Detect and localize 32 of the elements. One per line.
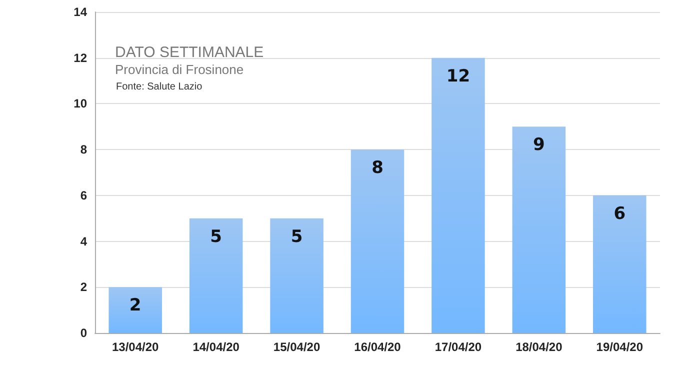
- data-label: 5: [290, 226, 303, 247]
- y-tick-label: 8: [80, 142, 88, 157]
- y-tick-label: 2: [80, 280, 88, 294]
- x-tick-label: 19/04/20: [596, 340, 644, 354]
- bar: [350, 150, 404, 333]
- data-label: 8: [372, 158, 384, 178]
- text: DATO SETTIMANALE: [115, 44, 264, 61]
- data-label: 9: [533, 135, 545, 156]
- bar: [108, 287, 162, 333]
- data-label: 6: [614, 204, 626, 224]
- x-tick-label: 14/04/20: [192, 340, 240, 354]
- y-tick-label: 12: [74, 50, 88, 65]
- data-label: 5: [210, 226, 222, 247]
- bar: [189, 218, 243, 333]
- y-tick-label: 10: [74, 96, 88, 111]
- data-label: 2: [129, 296, 142, 316]
- bar: [593, 195, 646, 333]
- y-tick-label: 6: [80, 188, 88, 202]
- data-label: 12: [446, 66, 470, 86]
- bar: [432, 58, 485, 333]
- annotation: Fonte: Salute Lazio: [116, 82, 203, 92]
- bar: [270, 218, 324, 333]
- y-tick-label: 4: [80, 234, 88, 248]
- y-tick-label: 14: [74, 5, 88, 19]
- x-tick-label: 18/04/20: [516, 340, 563, 354]
- x-tick-label: 17/04/20: [434, 340, 482, 354]
- x-tick-label: 16/04/20: [354, 340, 402, 354]
- x-tick-label: 15/04/20: [273, 340, 320, 354]
- x-tick-label: 13/04/20: [112, 340, 160, 354]
- text: Provincia di Frosinone: [115, 62, 244, 77]
- y-tick-label: 0: [80, 326, 88, 340]
- bar: [512, 126, 566, 333]
